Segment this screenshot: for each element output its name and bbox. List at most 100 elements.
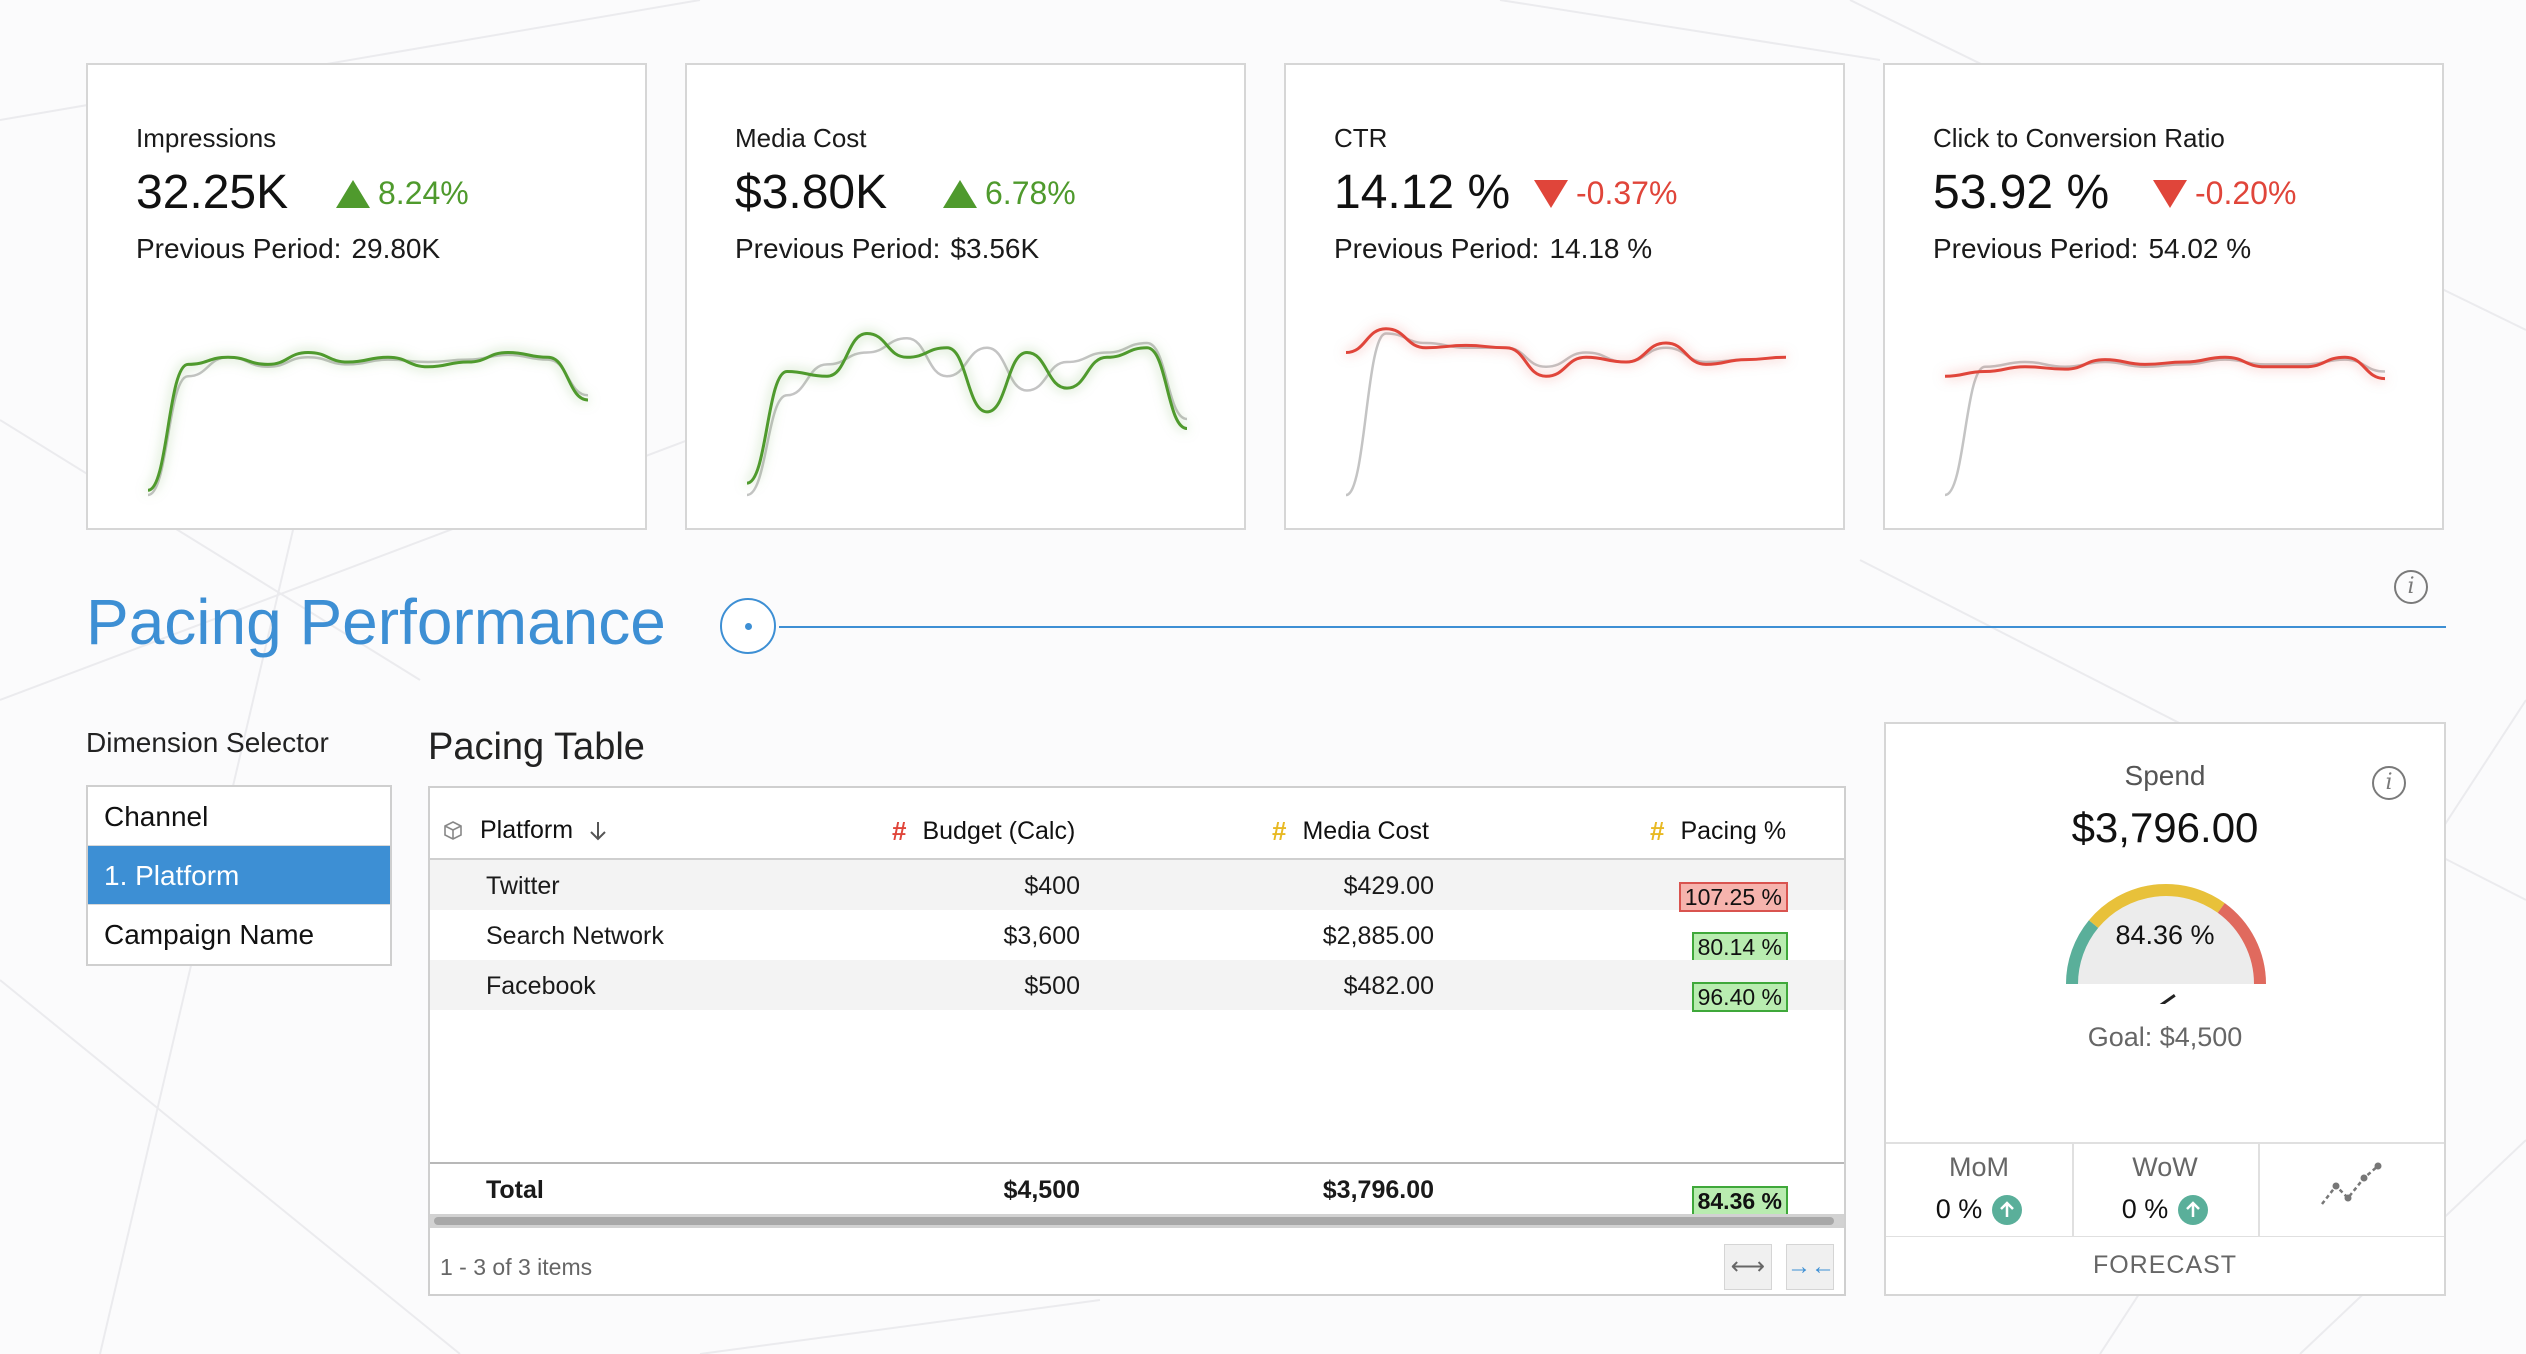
total-label: Total (486, 1176, 544, 1204)
cube-icon (444, 820, 462, 840)
column-header-budget[interactable]: # Budget (Calc) (892, 816, 1075, 847)
pacing-badge: 80.14 % (1691, 932, 1788, 962)
pacing-badge: 107.25 % (1678, 882, 1788, 912)
sparkline-current (147, 350, 589, 492)
dimension-selector-list: Channel 1. Platform Campaign Name (86, 785, 392, 966)
triangle-down-icon (2153, 179, 2187, 208)
cell-budget: $400 (1024, 872, 1080, 900)
kpi-previous: Previous Period: $3.56K (735, 233, 1039, 265)
triangle-down-icon (1534, 179, 1568, 208)
total-pacing: 84.36 % (1588, 1176, 1788, 1216)
pacing-badge: 84.36 % (1691, 1186, 1788, 1216)
column-header-platform[interactable]: Platform (442, 816, 609, 845)
arrow-up-circle-icon (2178, 1194, 2209, 1225)
total-budget: $4,500 (1003, 1176, 1080, 1204)
spend-info-icon[interactable]: i (2372, 766, 2406, 800)
wow-label: WoW (2132, 1152, 2198, 1182)
column-header-media-cost[interactable]: # Media Cost (1272, 816, 1429, 847)
kpi-value: 32.25K (136, 166, 289, 219)
scrollbar-thumb[interactable] (434, 1217, 1834, 1225)
sparkline-chart (147, 350, 589, 497)
metric-divider (2258, 1144, 2260, 1236)
dimension-item-campaign-name[interactable]: Campaign Name (104, 919, 315, 950)
column-header-label: Media Cost (1302, 817, 1429, 845)
spend-label: Spend (2124, 760, 2206, 791)
cell-platform: Facebook (486, 972, 596, 1000)
mom-value: 0 % (1935, 1194, 1983, 1224)
expand-columns-button[interactable]: ⟷ (1724, 1244, 1772, 1290)
spend-gauge (2066, 884, 2266, 1004)
cell-platform: Search Network (486, 922, 664, 950)
spend-value: $3,796.00 (2071, 804, 2259, 851)
sparkline-chart (746, 331, 1188, 497)
section-collapse-toggle[interactable] (720, 598, 776, 654)
kpi-card-media-cost: Media Cost $3.80K 6.78% Previous Period:… (685, 63, 1246, 530)
dimension-selector-label: Dimension Selector (86, 727, 329, 758)
dimension-item-platform[interactable]: 1. Platform (88, 846, 390, 905)
section-info-icon[interactable]: i (2394, 570, 2428, 604)
section-title: Pacing Performance (86, 586, 666, 658)
kpi-previous-value: $3.56K (950, 233, 1040, 264)
sparkline-previous (1944, 358, 2386, 497)
horizontal-scrollbar[interactable] (430, 1214, 1844, 1228)
pacing-badge: 96.40 % (1691, 982, 1788, 1012)
kpi-change: -0.20% (2153, 175, 2296, 212)
kpi-change-value: 8.24% (378, 175, 469, 211)
kpi-value: 14.12 % (1334, 166, 1511, 219)
kpi-change-value: 6.78% (985, 175, 1076, 211)
numeric-hash-icon: # (1272, 816, 1287, 846)
kpi-previous-value: 54.02 % (2148, 233, 2252, 264)
gauge-needle (2159, 994, 2176, 1004)
cell-pacing: 96.40 % (1588, 972, 1788, 1012)
toggle-dot-icon (745, 623, 752, 630)
numeric-hash-icon: # (892, 816, 907, 846)
kpi-title: Media Cost (735, 123, 867, 153)
goal-text: Goal: $4,500 (2087, 1022, 2243, 1052)
forecast-divider (1886, 1236, 2444, 1237)
column-header-pacing[interactable]: # Pacing % (1650, 816, 1786, 847)
total-divider (430, 1162, 1844, 1164)
kpi-card-ctr: CTR 14.12 % -0.37% Previous Period: 14.18… (1284, 63, 1845, 530)
gauge-percent: 84.36 % (2115, 920, 2215, 950)
sparkline-current (1944, 355, 2386, 381)
kpi-value: 53.92 % (1933, 166, 2110, 219)
mom-metric: 0 % (1886, 1194, 2072, 1225)
kpi-previous: Previous Period: 29.80K (136, 233, 440, 265)
wow-value: 0 % (2121, 1194, 2169, 1224)
kpi-previous-label: Previous Period: (136, 233, 342, 264)
kpi-change: 6.78% (943, 175, 1076, 212)
kpi-previous-label: Previous Period: (1933, 233, 2139, 264)
sparkline-current (746, 331, 1188, 485)
dimension-item-channel[interactable]: Channel (88, 787, 390, 846)
fit-columns-button[interactable]: →← (1786, 1244, 1835, 1290)
total-row: Total $4,500 $3,796.00 84.36 % (430, 1164, 1844, 1216)
pacing-table: Platform # Budget (Calc) # Media Cost # … (428, 786, 1846, 1296)
cell-media-cost: $429.00 (1343, 872, 1434, 900)
pagination-info: 1 - 3 of 3 items (440, 1254, 593, 1280)
table-row[interactable]: Twitter $400 $429.00 107.25 % (430, 860, 1844, 912)
kpi-change: -0.37% (1534, 175, 1677, 212)
trend-chart-icon[interactable] (2318, 1160, 2382, 1210)
kpi-title: Impressions (136, 123, 277, 153)
kpi-previous-label: Previous Period: (735, 233, 941, 264)
column-header-label: Platform (480, 816, 574, 844)
cell-pacing: 107.25 % (1588, 872, 1788, 912)
forecast-button[interactable]: FORECAST (2092, 1251, 2238, 1279)
kpi-change: 8.24% (336, 175, 469, 212)
cell-media-cost: $2,885.00 (1322, 922, 1434, 950)
wow-metric: 0 % (2072, 1194, 2258, 1225)
sparkline-previous (1345, 332, 1787, 497)
cell-budget: $500 (1024, 972, 1080, 1000)
spend-gauge-card: Spend i $3,796.00 84.36 % Goal: $4,500 M… (1884, 722, 2446, 1296)
cell-pacing: 80.14 % (1588, 922, 1788, 962)
table-row[interactable]: Search Network $3,600 $2,885.00 80.14 % (430, 910, 1844, 962)
gauge-band-high (2217, 903, 2266, 985)
kpi-card-impressions: Impressions 32.25K 8.24% Previous Period… (86, 63, 647, 530)
sparkline-previous (147, 353, 589, 497)
sparkline-chart (1345, 327, 1787, 497)
gauge-band-low (2066, 920, 2099, 985)
kpi-previous-label: Previous Period: (1334, 233, 1540, 264)
triangle-up-icon (943, 179, 977, 208)
table-row[interactable]: Facebook $500 $482.00 96.40 % (430, 960, 1844, 1012)
kpi-previous-value: 29.80K (351, 233, 441, 264)
